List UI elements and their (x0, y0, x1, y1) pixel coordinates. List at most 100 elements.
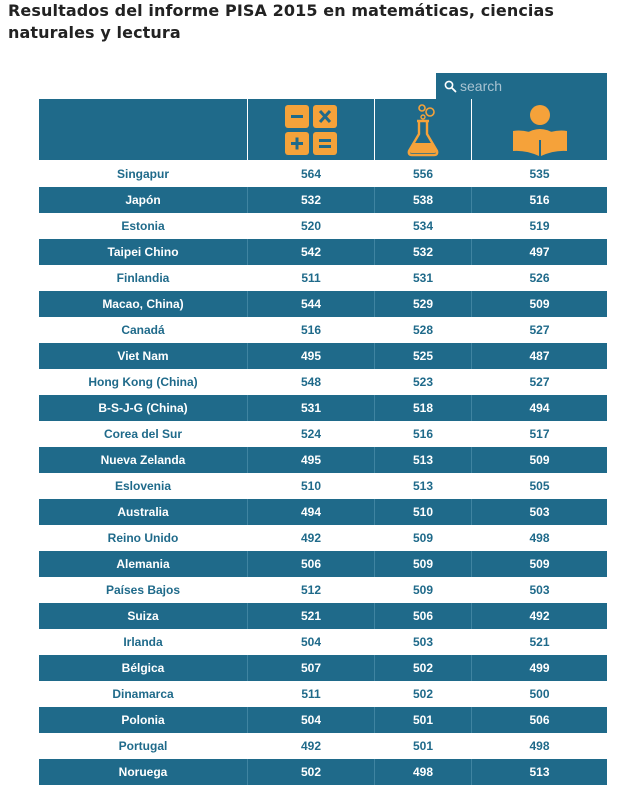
cell-country: Portugal (118, 739, 168, 753)
cell-country: Hong Kong (China) (88, 375, 198, 389)
reader-icon (512, 104, 567, 156)
cell-math: 524 (247, 421, 374, 447)
cell-math: 504 (247, 629, 374, 655)
cell-country: Bélgica (121, 661, 165, 675)
cell-math: 502 (247, 759, 374, 785)
cell-science: 501 (374, 707, 471, 733)
cell-science: 498 (374, 759, 471, 785)
table-body: Singapur 564 556 535 Japón 532 538 516 Estonia 52… (39, 161, 607, 785)
cell-science: 556 (374, 161, 471, 187)
table-row: Corea del Sur 524 516 517 (39, 421, 607, 447)
cell-country: Polonia (121, 713, 165, 727)
cell-science: 503 (374, 629, 471, 655)
cell-country: Países Bajos (105, 583, 181, 597)
cell-math: 542 (247, 239, 374, 265)
cell-country: Taipei Chino (107, 245, 179, 259)
cell-reading: 519 (471, 213, 607, 239)
cell-science: 531 (374, 265, 471, 291)
cell-science: 501 (374, 733, 471, 759)
cell-reading: 526 (471, 265, 607, 291)
cell-reading: 500 (471, 681, 607, 707)
cell-country: Alemania (116, 557, 170, 571)
table-row: Canadá 516 528 527 (39, 317, 607, 343)
cell-reading: 498 (471, 525, 607, 551)
table-row: Eslovenia 510 513 505 (39, 473, 607, 499)
table-row: Taipei Chino 542 532 497 (39, 239, 607, 265)
cell-science: 529 (374, 291, 471, 317)
cell-reading: 494 (471, 395, 607, 421)
cell-reading: 516 (471, 187, 607, 213)
cell-reading: 499 (471, 655, 607, 681)
cell-country: Corea del Sur (103, 427, 183, 441)
cell-reading: 535 (471, 161, 607, 187)
table-row: Bélgica 507 502 499 (39, 655, 607, 681)
cell-country: Viet Nam (117, 349, 169, 363)
cell-math: 495 (247, 343, 374, 369)
cell-reading: 492 (471, 603, 607, 629)
header-math[interactable] (247, 99, 374, 160)
cell-science: 518 (374, 395, 471, 421)
table-header (39, 99, 607, 161)
table-row: Países Bajos 512 509 503 (39, 577, 607, 603)
table-row: Macao, China) 544 529 509 (39, 291, 607, 317)
table-row: B-S-J-G (China) 531 518 494 (39, 395, 607, 421)
cell-country: Macao, China) (102, 297, 184, 311)
cell-science: 538 (374, 187, 471, 213)
cell-reading: 527 (471, 317, 607, 343)
cell-science: 502 (374, 681, 471, 707)
cell-math: 495 (247, 447, 374, 473)
cell-country: Canadá (121, 323, 165, 337)
cell-science: 510 (374, 499, 471, 525)
table-row: Japón 532 538 516 (39, 187, 607, 213)
cell-country: Noruega (118, 765, 168, 779)
cell-math: 511 (247, 681, 374, 707)
cell-science: 513 (374, 473, 471, 499)
cell-science: 509 (374, 577, 471, 603)
cell-reading: 497 (471, 239, 607, 265)
cell-science: 509 (374, 525, 471, 551)
cell-reading: 506 (471, 707, 607, 733)
cell-math: 564 (247, 161, 374, 187)
header-reading[interactable] (471, 99, 607, 160)
cell-science: 516 (374, 421, 471, 447)
cell-country: Reino Unido (107, 531, 179, 545)
cell-science: 502 (374, 655, 471, 681)
cell-math: 504 (247, 707, 374, 733)
header-science[interactable] (374, 99, 471, 160)
table-row: Irlanda 504 503 521 (39, 629, 607, 655)
cell-reading: 517 (471, 421, 607, 447)
cell-math: 516 (247, 317, 374, 343)
cell-reading: 498 (471, 733, 607, 759)
cell-reading: 505 (471, 473, 607, 499)
cell-math: 511 (247, 265, 374, 291)
cell-country: Irlanda (123, 635, 163, 649)
cell-country: Singapur (116, 167, 169, 181)
results-table: Singapur 564 556 535 Japón 532 538 516 Estonia 52… (39, 99, 607, 785)
cell-country: B-S-J-G (China) (98, 401, 188, 415)
cell-math: 532 (247, 187, 374, 213)
page-title: Resultados del informe PISA 2015 en mate… (8, 1, 555, 42)
cell-science: 523 (374, 369, 471, 395)
cell-reading: 513 (471, 759, 607, 785)
search-icon (444, 80, 457, 92)
cell-math: 548 (247, 369, 374, 395)
cell-math: 492 (247, 525, 374, 551)
flask-icon (407, 103, 439, 156)
cell-science: 525 (374, 343, 471, 369)
table-row: Dinamarca 511 502 500 (39, 681, 607, 707)
table-row: Singapur 564 556 535 (39, 161, 607, 187)
cell-math: 521 (247, 603, 374, 629)
cell-reading: 521 (471, 629, 607, 655)
header-country[interactable] (39, 99, 247, 160)
cell-math: 512 (247, 577, 374, 603)
cell-reading: 509 (471, 551, 607, 577)
search-input[interactable] (460, 78, 600, 94)
cell-country: Nueva Zelanda (100, 453, 186, 467)
search-box[interactable] (436, 73, 607, 99)
cell-country: Suiza (127, 609, 159, 623)
cell-reading: 509 (471, 447, 607, 473)
cell-science: 534 (374, 213, 471, 239)
cell-math: 531 (247, 395, 374, 421)
cell-math: 507 (247, 655, 374, 681)
cell-reading: 509 (471, 291, 607, 317)
